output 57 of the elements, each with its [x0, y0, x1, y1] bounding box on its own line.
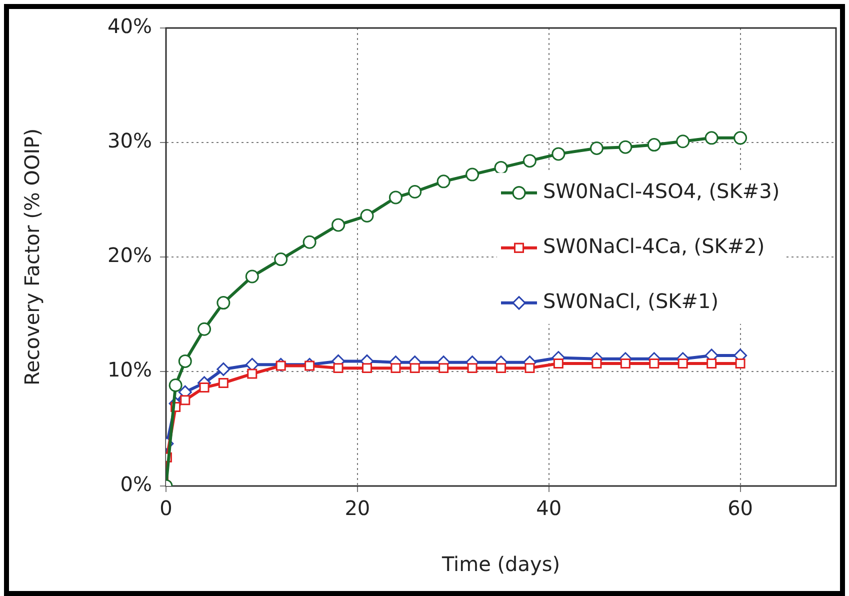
- point: [390, 363, 401, 374]
- point: [245, 270, 259, 284]
- point: [620, 358, 630, 368]
- point: [704, 131, 718, 145]
- point: [178, 354, 192, 368]
- point: [168, 378, 182, 392]
- y-tick-label: 30%: [108, 128, 152, 153]
- point: [216, 362, 230, 376]
- point: [552, 147, 566, 161]
- point: [522, 154, 536, 168]
- point: [410, 363, 420, 374]
- point: [466, 168, 480, 182]
- point: [592, 358, 602, 368]
- point: [553, 358, 564, 368]
- x-tick-label: 0: [160, 496, 172, 520]
- point: [436, 174, 450, 188]
- point: [247, 368, 258, 379]
- point: [333, 363, 344, 374]
- point: [706, 358, 717, 368]
- point: [332, 218, 346, 232]
- legend-label: SW0NaCl-4SO4, (SK#3): [543, 179, 780, 204]
- point: [678, 358, 688, 368]
- point: [676, 134, 690, 148]
- point: [218, 378, 228, 388]
- point: [199, 382, 210, 393]
- point: [734, 131, 748, 145]
- point: [216, 296, 230, 310]
- point: [494, 160, 508, 174]
- legend-label: SW0NaCl, (SK#1): [543, 289, 719, 314]
- point: [649, 358, 660, 368]
- point: [647, 138, 661, 152]
- point: [304, 360, 315, 371]
- y-tick-label: 10%: [108, 358, 152, 382]
- point: [362, 363, 372, 374]
- y-tick-label: 0%: [120, 472, 152, 496]
- y-tick-label: 40%: [108, 14, 152, 38]
- point: [618, 140, 632, 154]
- legend-label: SW0NaCl-4Ca, (SK#2): [543, 234, 765, 258]
- point: [180, 395, 190, 406]
- point: [590, 141, 604, 155]
- point: [735, 358, 746, 368]
- point: [302, 235, 316, 249]
- x-tick-label: 60: [728, 496, 754, 520]
- point: [360, 209, 374, 223]
- point: [467, 363, 478, 374]
- y-axis-title: Recovery Factor (% OOIP): [20, 128, 44, 386]
- point: [438, 363, 449, 374]
- point: [408, 184, 422, 198]
- y-tick-label: 20%: [108, 243, 152, 268]
- x-tick-label: 20: [344, 496, 370, 520]
- point: [274, 252, 288, 266]
- x-axis-title: Time (days): [440, 552, 560, 576]
- point: [388, 190, 402, 204]
- point: [198, 322, 212, 336]
- x-tick-label: 40: [536, 496, 562, 520]
- point: [524, 363, 535, 374]
- point: [496, 363, 506, 374]
